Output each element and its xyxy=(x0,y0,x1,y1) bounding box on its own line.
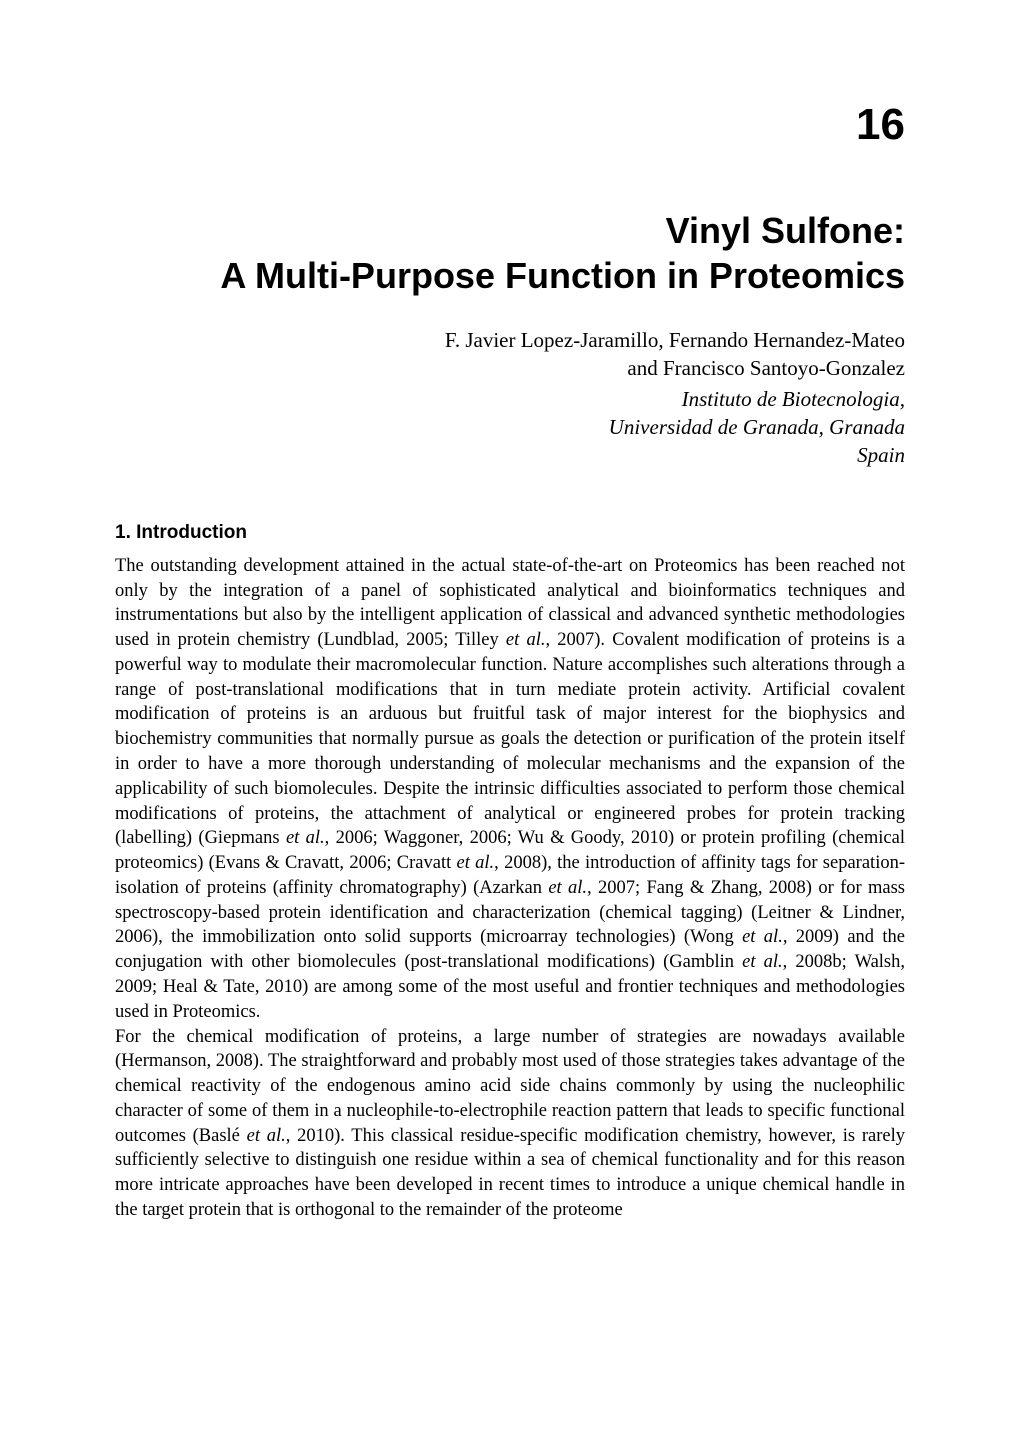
p1-etal-5: et al. xyxy=(742,927,783,947)
p1-etal-1: et al. xyxy=(506,630,546,650)
authors-block: F. Javier Lopez-Jaramillo, Fernando Hern… xyxy=(115,326,905,383)
section-number: 1. xyxy=(115,522,131,543)
chapter-title-line1: Vinyl Sulfone: xyxy=(666,210,905,251)
paragraph-1: The outstanding development attained in … xyxy=(115,554,905,1025)
p1-etal-3: et al. xyxy=(457,853,495,873)
affiliation-block: Instituto de Biotecnologia, Universidad … xyxy=(115,385,905,470)
p1-text-2: , 2007). Covalent modification of protei… xyxy=(115,630,905,848)
chapter-number: 16 xyxy=(115,100,905,150)
section-heading: 1. Introduction xyxy=(115,522,905,544)
p1-etal-2: et al. xyxy=(286,828,325,848)
body-text: The outstanding development attained in … xyxy=(115,554,905,1223)
authors-line2: and Francisco Santoyo-Gonzalez xyxy=(627,356,905,380)
affiliation-line2: Universidad de Granada, Granada xyxy=(609,415,905,439)
paragraph-2: For the chemical modification of protein… xyxy=(115,1025,905,1223)
chapter-title: Vinyl Sulfone: A Multi-Purpose Function … xyxy=(115,208,905,298)
page-container: 16 Vinyl Sulfone: A Multi-Purpose Functi… xyxy=(0,0,1020,1303)
p1-etal-6: et al. xyxy=(742,952,783,972)
affiliation-line1: Instituto de Biotecnologia, xyxy=(682,387,905,411)
p2-etal-1: et al. xyxy=(247,1126,286,1146)
authors-line1: F. Javier Lopez-Jaramillo, Fernando Hern… xyxy=(445,328,905,352)
chapter-title-line2: A Multi-Purpose Function in Proteomics xyxy=(220,255,905,296)
section-title: Introduction xyxy=(136,522,247,543)
p1-etal-4: et al. xyxy=(548,878,587,898)
affiliation-line3: Spain xyxy=(857,443,905,467)
